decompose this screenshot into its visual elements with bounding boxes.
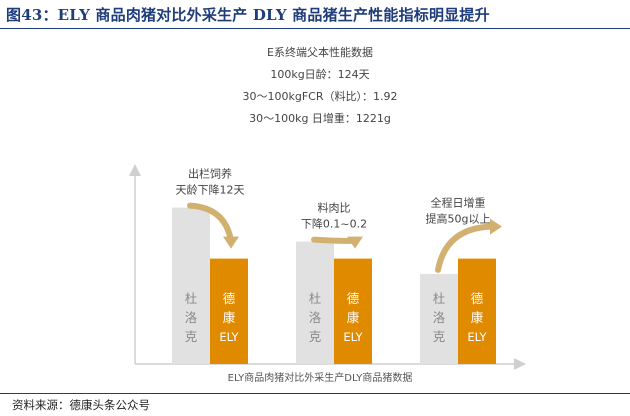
title-divider	[0, 28, 630, 29]
ely-bar-label: ELY	[343, 330, 363, 344]
ely-bar-label: ELY	[467, 330, 487, 344]
ely-bar-label: 康	[223, 310, 236, 325]
trend-arrow-head	[223, 236, 239, 249]
info-line-gain: 30～100kg 日增重：1221g	[249, 112, 391, 125]
trend-arrow	[187, 202, 234, 244]
figure-title: 图43：ELY 商品肉猪对比外采生产 DLY 商品猪生产性能指标明显提升	[6, 6, 490, 24]
duroc-bar	[172, 207, 210, 364]
annotation-text: 提高50g以上	[426, 212, 491, 226]
duroc-bar-label: 杜	[433, 291, 446, 306]
ely-bar-label: 德	[471, 291, 484, 306]
trend-arrow-head	[490, 218, 502, 235]
annotation-text: 下降0.1~0.2	[301, 217, 367, 231]
ely-bar	[334, 258, 372, 364]
ely-bar-label: 康	[471, 310, 484, 325]
annotation-text: 料肉比	[318, 201, 351, 215]
info-line-fcr: 30～100kgFCR（料比）：1.92	[242, 90, 398, 103]
ely-bar-label: ELY	[219, 330, 239, 344]
duroc-bar-label: 洛	[433, 310, 446, 325]
ely-bar-label: 康	[347, 310, 360, 325]
ely-bar-label: 德	[347, 291, 360, 306]
info-heading: E系终端父本性能数据	[267, 46, 373, 59]
trend-arrow	[311, 236, 358, 244]
duroc-bar-label: 克	[185, 329, 198, 344]
duroc-bar-label: 克	[309, 329, 322, 344]
annotation-text: 出栏饲养	[188, 167, 232, 181]
trend-arrow-head	[347, 236, 363, 249]
duroc-bar-label: 洛	[185, 310, 198, 325]
footer-divider	[0, 393, 630, 394]
annotation-text: 天龄下降12天	[176, 183, 245, 197]
ely-bar	[210, 258, 248, 364]
ely-bar-label: 德	[223, 291, 236, 306]
annotation-text: 全程日增重	[431, 196, 486, 210]
duroc-bar-label: 克	[433, 329, 446, 344]
source-note: 资料来源：德康头条公众号	[12, 398, 150, 412]
duroc-bar	[296, 241, 334, 364]
info-line-age: 100kg日龄：124天	[270, 68, 370, 81]
duroc-bar-label: 杜	[185, 291, 198, 306]
trend-arrow	[435, 223, 493, 273]
ely-bar	[458, 258, 496, 364]
duroc-bar-label: 杜	[309, 291, 322, 306]
duroc-bar	[420, 273, 458, 364]
x-axis-label: ELY商品肉猪对比外采生产DLY商品猪数据	[228, 371, 413, 384]
duroc-bar-label: 洛	[309, 310, 322, 325]
